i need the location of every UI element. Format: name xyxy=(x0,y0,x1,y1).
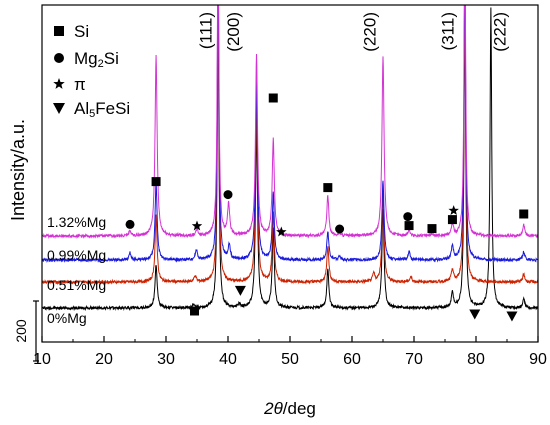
star-marker-14 xyxy=(448,205,459,216)
legend-label-sub: 5 xyxy=(89,108,95,120)
x-axis-label-unit: /deg xyxy=(283,399,316,418)
legend-label-main: Al xyxy=(74,99,89,118)
circle-marker-8 xyxy=(125,219,135,229)
y-axis-label: Intensity/a.u. xyxy=(8,119,28,221)
x-axis-label-symbol: 2θ xyxy=(263,399,283,418)
x-tick-label-80: 80 xyxy=(467,351,485,368)
plane-label-2: (220) xyxy=(360,12,379,52)
circle-marker-11 xyxy=(403,212,413,222)
x-tick-label-30: 30 xyxy=(157,351,175,368)
series-label-3: 1.32%Mg xyxy=(47,214,106,230)
plane-labels: (111) (200) (220) (311) (222) xyxy=(197,12,510,52)
series-line-3 xyxy=(42,5,538,240)
x-tick-label-60: 60 xyxy=(343,351,361,368)
legend-label-3: Al5FeSi xyxy=(74,99,130,120)
x-tick-label-20: 20 xyxy=(95,351,113,368)
down-triangle-marker-17 xyxy=(506,311,518,322)
peak-markers xyxy=(125,93,529,322)
x-axis-label: 2θ/deg xyxy=(263,399,316,418)
legend-label-2: π xyxy=(74,75,86,94)
series-curves xyxy=(42,5,538,312)
x-tick-label-70: 70 xyxy=(405,351,423,368)
square-marker-2 xyxy=(323,183,333,193)
series-label-0: 0%Mg xyxy=(47,310,87,326)
legend-star-icon xyxy=(53,78,65,89)
legend-label-tail: FeSi xyxy=(95,99,130,118)
circle-marker-10 xyxy=(335,224,345,234)
x-tick-label-40: 40 xyxy=(219,351,237,368)
scale-bar: 200 xyxy=(13,300,39,362)
star-marker-12 xyxy=(191,220,203,231)
square-marker-3 xyxy=(404,221,414,231)
legend-circle-icon xyxy=(54,53,64,63)
legend-square-icon xyxy=(54,26,64,36)
scale-bar-label: 200 xyxy=(13,319,29,343)
legend-label-1: Mg2Si xyxy=(74,49,119,70)
x-tick-label-50: 50 xyxy=(281,351,299,368)
square-marker-5 xyxy=(447,215,457,225)
legend-down-triangle-icon xyxy=(53,103,65,114)
circle-marker-9 xyxy=(223,190,233,200)
square-marker-4 xyxy=(427,224,437,234)
star-marker-13 xyxy=(276,226,287,237)
plane-label-4: (222) xyxy=(491,12,510,52)
down-triangle-marker-16 xyxy=(469,309,481,320)
legend-label-main: Mg xyxy=(74,49,98,68)
series-labels: 0%Mg 0.51%Mg 0.99%Mg 1.32%Mg xyxy=(47,214,106,326)
x-tick-label-10: 10 xyxy=(33,351,51,368)
plane-label-0: (111) xyxy=(197,12,216,49)
x-axis-ticks: 10 20 30 40 50 60 70 80 90 xyxy=(33,336,547,368)
series-line-0 xyxy=(42,6,538,312)
legend-label-0: Si xyxy=(74,22,89,41)
plane-label-3: (311) xyxy=(439,12,458,50)
square-marker-1 xyxy=(268,93,278,103)
series-line-1 xyxy=(42,5,538,286)
series-label-2: 0.99%Mg xyxy=(47,247,106,263)
legend-label-tail: Si xyxy=(104,49,119,68)
down-triangle-marker-15 xyxy=(234,285,246,296)
series-line-2 xyxy=(42,5,538,264)
square-marker-7 xyxy=(190,306,200,316)
plane-label-1: (200) xyxy=(224,12,243,52)
square-marker-6 xyxy=(519,209,529,219)
legend-label-sub: 2 xyxy=(98,58,104,70)
series-label-1: 0.51%Mg xyxy=(47,277,106,293)
x-tick-label-90: 90 xyxy=(529,351,547,368)
square-marker-0 xyxy=(151,177,161,187)
